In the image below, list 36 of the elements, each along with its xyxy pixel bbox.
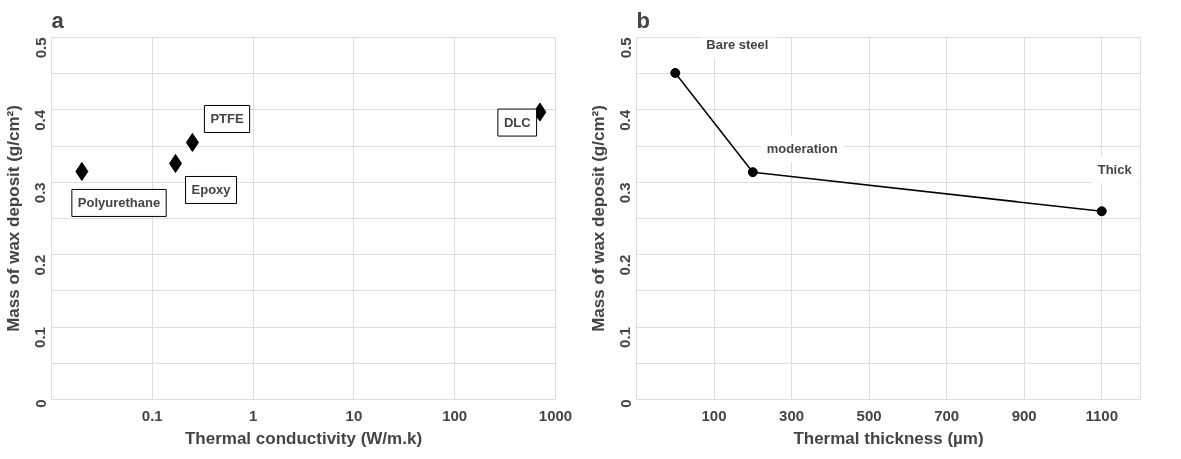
- annotation: DLC: [503, 115, 532, 131]
- y-tick-label: 0.2: [616, 254, 634, 276]
- x-tick-label: 300: [779, 406, 805, 424]
- x-tick-label: 0.1: [141, 406, 163, 424]
- y-axis-title: Mass of wax deposit (g/cm²): [3, 105, 23, 332]
- y-tick-label: 0.1: [616, 327, 634, 348]
- x-tick-label: 10: [345, 406, 363, 424]
- chart-title: b: [636, 7, 650, 33]
- y-tick-label: 0: [616, 399, 634, 408]
- annotation: moderation: [766, 141, 838, 157]
- y-tick-label: 0.5: [616, 37, 634, 59]
- x-tick-label: 100: [442, 406, 468, 424]
- x-axis-title: Thermal thickness (µm): [793, 428, 984, 448]
- y-tick-label: 0: [31, 399, 49, 408]
- annotation: Bare steel: [706, 36, 769, 52]
- y-tick-label: 0.3: [31, 182, 49, 204]
- x-tick-label: 900: [1011, 406, 1037, 424]
- y-tick-label: 0.5: [31, 37, 49, 59]
- chart-title: a: [51, 7, 65, 33]
- x-tick-label: 700: [934, 406, 960, 424]
- y-tick-label: 0.4: [616, 109, 634, 131]
- annotation: Polyurethane: [77, 195, 161, 211]
- y-tick-label: 0.1: [31, 327, 49, 348]
- x-tick-label: 500: [856, 406, 882, 424]
- y-tick-label: 0.2: [31, 254, 49, 276]
- x-tick-label: 1100: [1085, 406, 1119, 424]
- x-axis-title: Thermal conductivity (W/m.k): [184, 428, 423, 448]
- annotation: Epoxy: [191, 182, 232, 198]
- x-tick-label: 1: [248, 406, 258, 424]
- y-tick-label: 0.3: [616, 182, 634, 204]
- annotation: Thick: [1097, 162, 1133, 178]
- y-axis-title: Mass of wax deposit (g/cm²): [588, 105, 608, 332]
- y-tick-label: 0.4: [31, 109, 49, 131]
- x-tick-label: 1000: [538, 406, 573, 424]
- x-tick-label: 100: [701, 406, 727, 424]
- annotation: PTFE: [210, 111, 244, 127]
